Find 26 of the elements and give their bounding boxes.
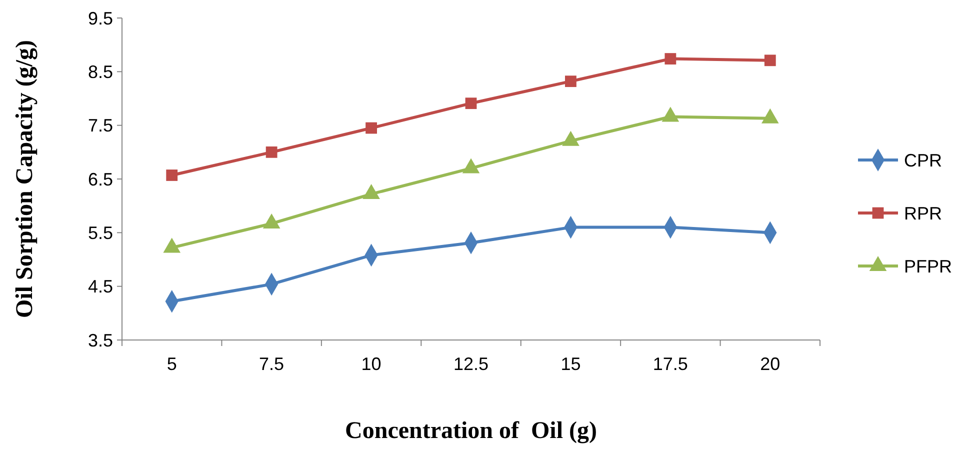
legend-label: PFPR [904, 256, 952, 276]
y-tick-label: 4.5 [88, 276, 113, 297]
y-tick-label: 6.5 [88, 169, 113, 190]
point [266, 146, 278, 158]
x-tick-label: 10 [361, 354, 382, 374]
x-axis-title: Concentration of Oil (g) [345, 418, 597, 444]
y-axis-title: Oil Sorption Capacity (g/g) [12, 40, 38, 318]
legend-label: CPR [904, 150, 942, 170]
x-tick-label: 20 [760, 354, 780, 374]
y-tick-label: 3.5 [88, 330, 113, 350]
x-tick-label: 17.5 [652, 354, 688, 374]
y-tick-label: 5.5 [88, 222, 113, 243]
point [764, 54, 776, 66]
y-tick-label: 9.5 [88, 8, 113, 28]
point [166, 170, 178, 181]
point [664, 53, 676, 64]
y-tick-label: 8.5 [88, 62, 113, 82]
point [465, 98, 477, 110]
point [366, 122, 377, 134]
y-tick-label: 7.5 [88, 116, 113, 136]
x-tick-label: 15 [560, 354, 581, 374]
point [565, 76, 576, 88]
x-tick-label: 5 [166, 354, 177, 374]
x-tick-label: 7.5 [259, 354, 284, 374]
x-tick-label: 12.5 [453, 354, 489, 374]
legend-label: RPR [904, 203, 942, 224]
